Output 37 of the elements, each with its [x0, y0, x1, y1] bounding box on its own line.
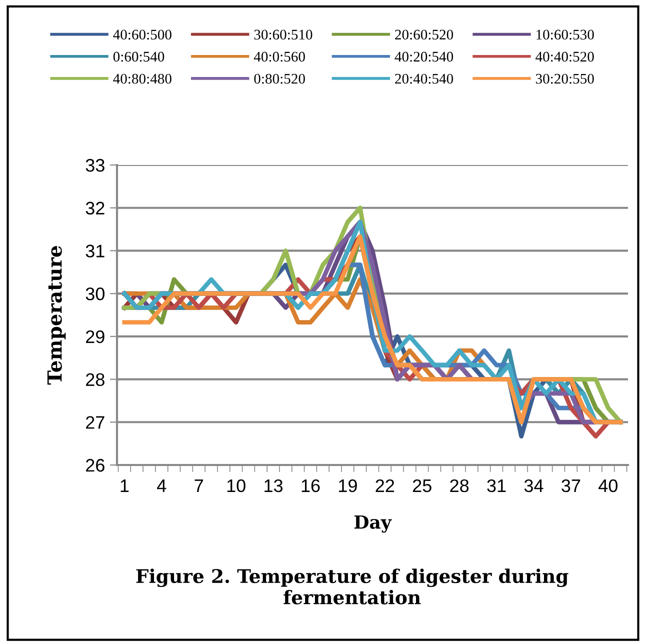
x-tick-label: 1	[120, 480, 129, 492]
text: Figure 2. Temperature of digester during fermentation	[136, 568, 568, 604]
legend-label: 40:40:520	[536, 52, 594, 62]
y-tick-label: 26	[86, 458, 104, 472]
legend-label: 40:80:480	[113, 74, 172, 84]
x-tick-label: 34	[524, 479, 544, 492]
y-tick-label: 27	[86, 416, 104, 429]
legend-label: 20:60:520	[395, 30, 454, 40]
x-tick-label: 7	[194, 480, 203, 492]
y-tick-label: 31	[86, 244, 104, 258]
x-tick-label: 16	[302, 479, 320, 492]
legend-label: 20:40:540	[395, 74, 454, 84]
x-tick-label: 13	[264, 479, 283, 492]
x-axis-title: Day	[354, 515, 392, 533]
y-axis-title: Temperature	[47, 246, 66, 385]
y-tick-label: 33	[86, 158, 104, 172]
y-tick-label: 28	[86, 373, 104, 386]
legend-label: 30:60:510	[254, 30, 312, 40]
legend-label: 30:20:550	[536, 74, 594, 84]
y-tick-label: 32	[86, 202, 104, 215]
y-tick-label: 30	[86, 288, 104, 300]
legend-label: 0:80:520	[254, 74, 305, 84]
legend-label: 40:60:500	[113, 30, 172, 40]
y-tick-label: 29	[86, 330, 104, 344]
legend-label: 40:20:540	[394, 52, 454, 62]
legend-label: 40:0:560	[254, 52, 305, 62]
legend-label: 10:60:530	[536, 30, 594, 40]
x-tick-label: 22	[376, 479, 394, 492]
x-tick-label: 31	[487, 479, 506, 492]
x-tick-label: 4	[157, 480, 166, 492]
x-tick-label: 19	[339, 479, 357, 492]
x-tick-label: 37	[562, 479, 580, 492]
x-tick-label: 25	[412, 479, 432, 492]
legend-label: 0:60:540	[113, 52, 164, 62]
x-tick-label: 40	[598, 479, 618, 492]
x-tick-label: 10	[227, 479, 246, 492]
x-tick-label: 28	[450, 479, 469, 492]
